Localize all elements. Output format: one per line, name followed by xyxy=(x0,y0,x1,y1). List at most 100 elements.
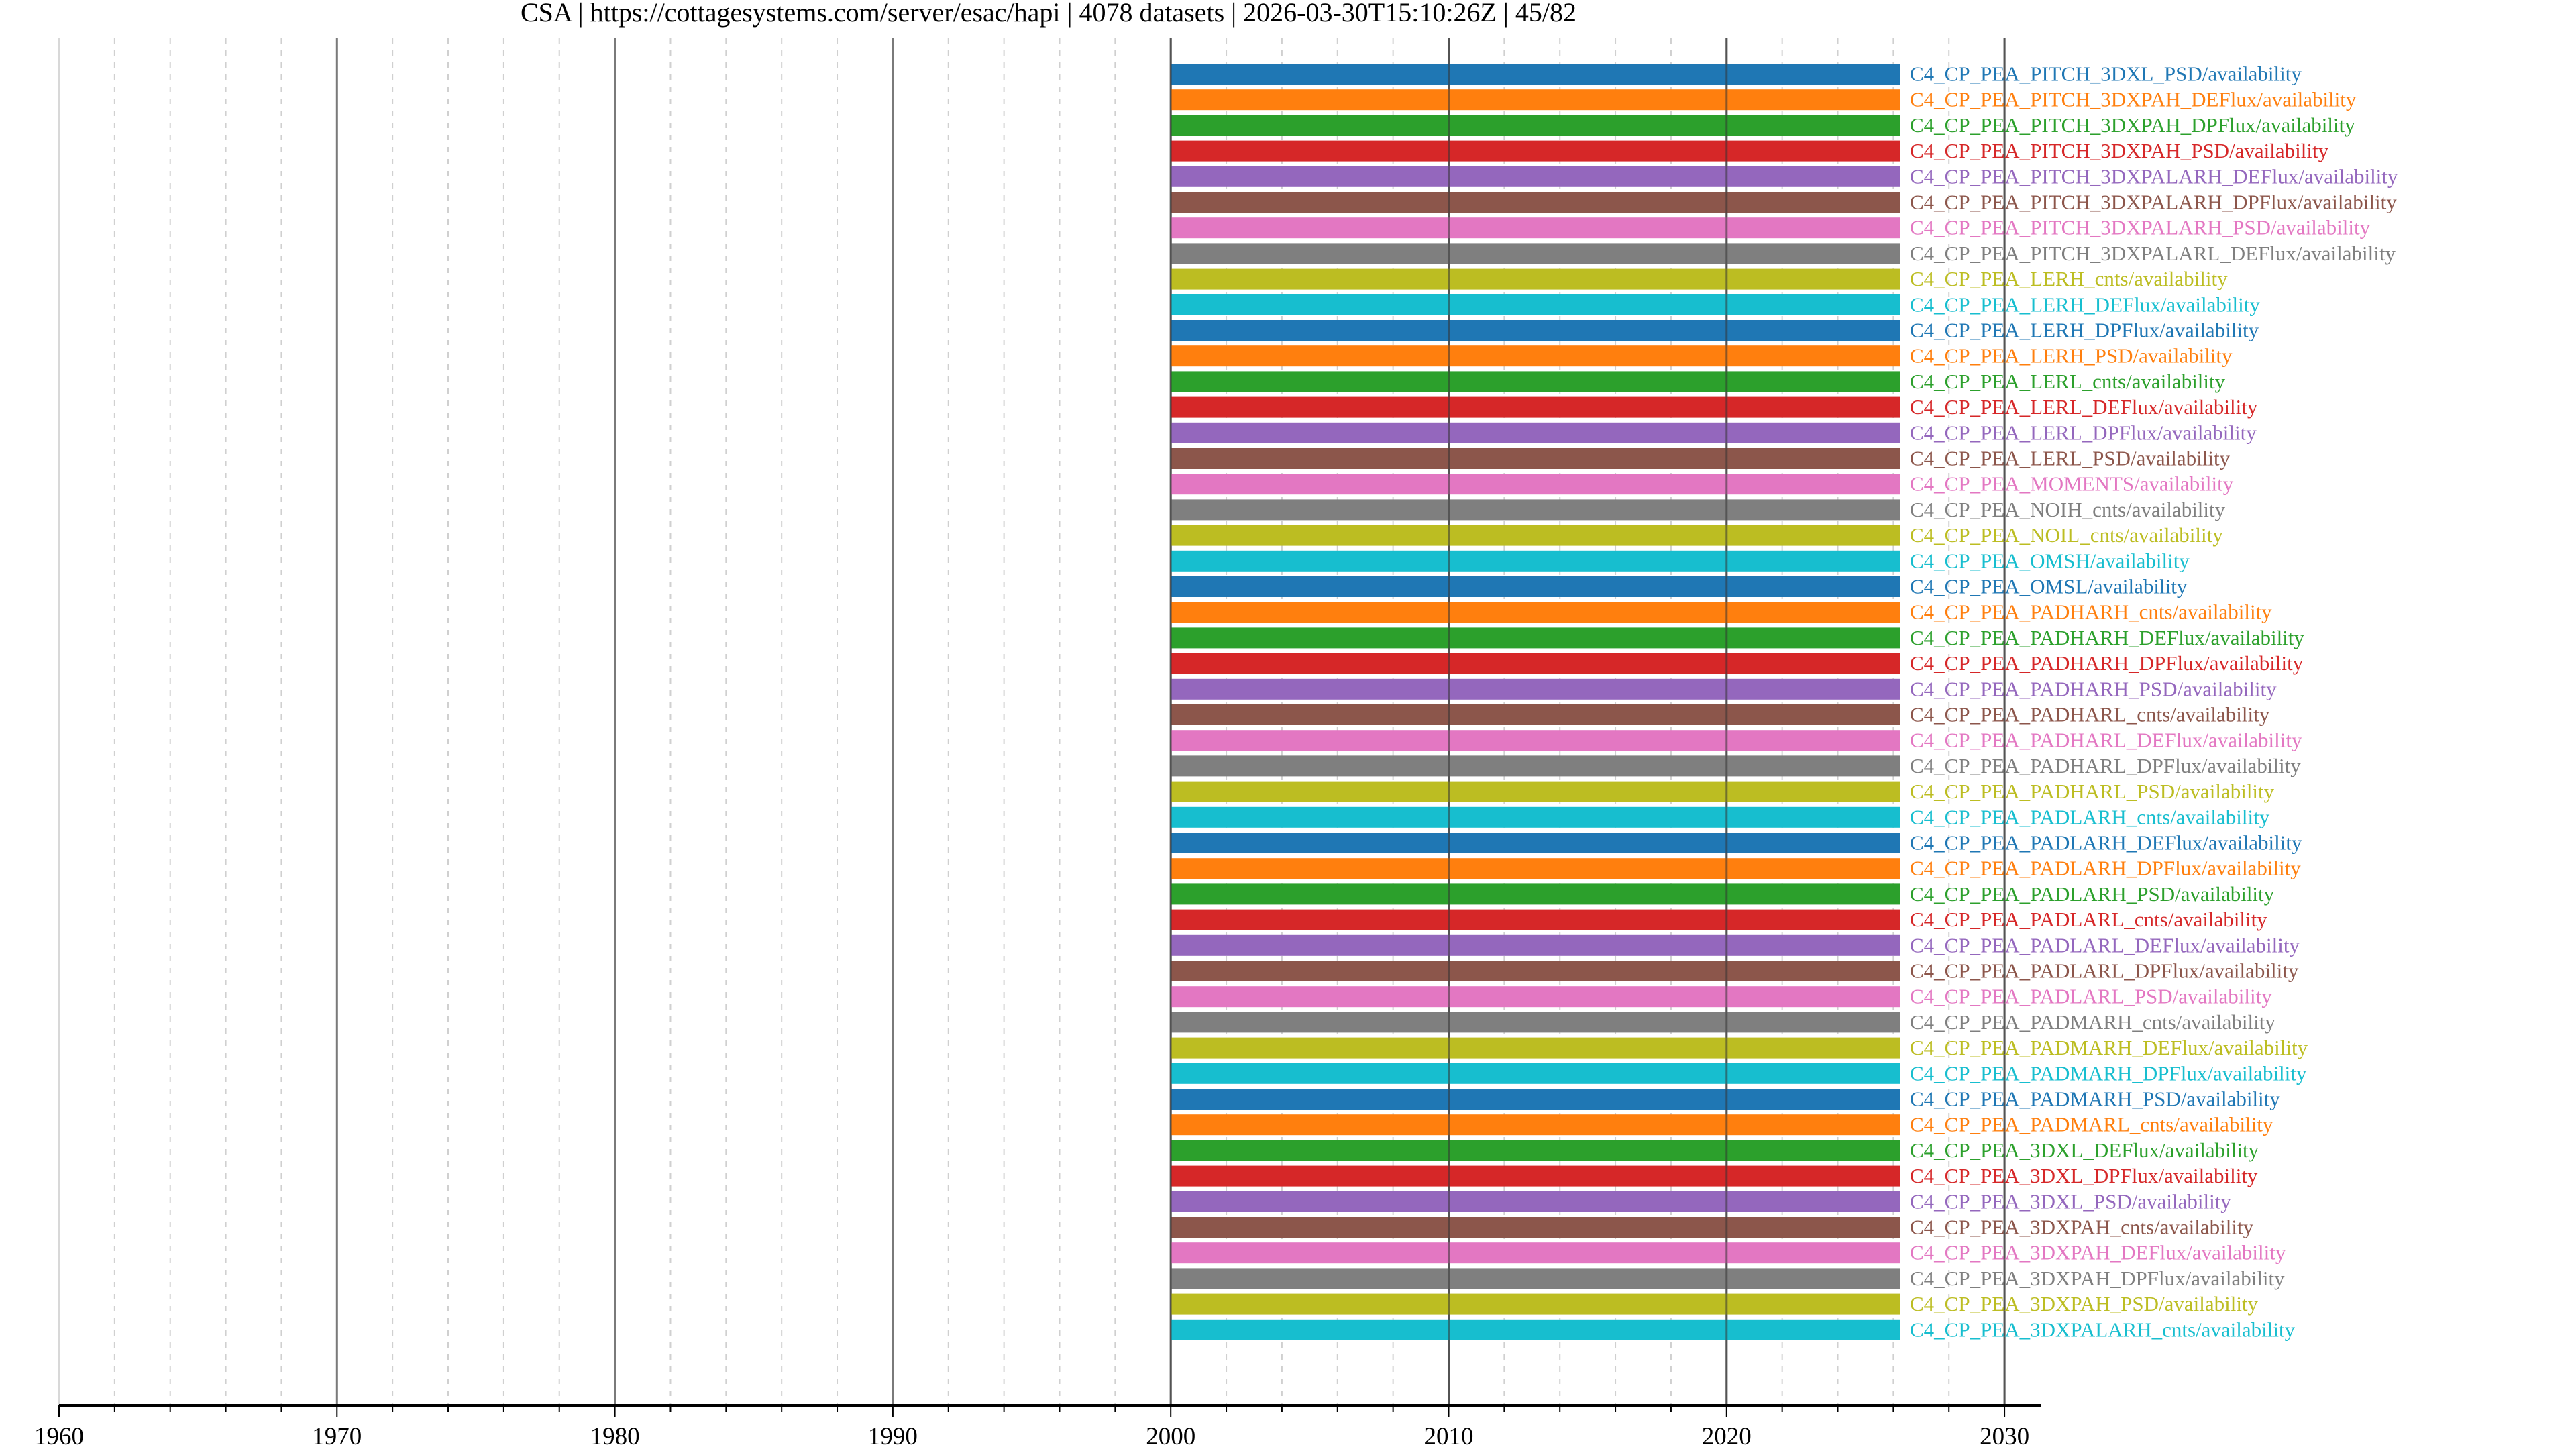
availability-bar xyxy=(1171,986,1900,1008)
availability-bar xyxy=(1171,525,1900,546)
series-label: C4_CP_PEA_LERL_cnts/availability xyxy=(1910,370,2226,393)
series-label: C4_CP_PEA_PADLARL_DPFlux/availability xyxy=(1910,959,2299,983)
availability-bar xyxy=(1171,115,1900,136)
x-axis: 1960 1970 1980 1990 2000 2010 2020 2030 xyxy=(34,1404,2041,1449)
series-label: C4_CP_PEA_PADMARH_PSD/availability xyxy=(1910,1087,2280,1111)
series-label: C4_CP_PEA_3DXPAH_DPFlux/availability xyxy=(1910,1267,2285,1290)
availability-bar xyxy=(1171,1114,1900,1136)
availability-bar xyxy=(1171,1217,1900,1238)
series-label: C4_CP_PEA_LERL_PSD/availability xyxy=(1910,447,2231,470)
series-label: C4_CP_PEA_PADHARL_DEFlux/availability xyxy=(1910,729,2302,752)
availability-bar xyxy=(1171,396,1900,418)
availability-bar xyxy=(1171,755,1900,777)
availability-bar xyxy=(1171,499,1900,521)
series-label: C4_CP_PEA_PADMARH_DEFlux/availability xyxy=(1910,1036,2308,1059)
series-label: C4_CP_PEA_3DXL_PSD/availability xyxy=(1910,1189,2231,1213)
series-label: C4_CP_PEA_PADHARL_cnts/availability xyxy=(1910,703,2270,727)
availability-bar xyxy=(1171,833,1900,853)
series-label: C4_CP_PEA_PADLARH_cnts/availability xyxy=(1910,805,2270,828)
availability-bar xyxy=(1171,806,1900,828)
series-label: C4_CP_PEA_NOIH_cnts/availability xyxy=(1910,498,2226,521)
availability-bar xyxy=(1171,653,1900,674)
x-tick-label: 1990 xyxy=(868,1423,918,1449)
series-label: C4_CP_PEA_PADLARH_DPFlux/availability xyxy=(1910,857,2301,880)
availability-bar xyxy=(1171,268,1900,290)
series-label: C4_CP_PEA_PADLARL_cnts/availability xyxy=(1910,908,2267,931)
availability-bar xyxy=(1171,320,1900,341)
x-tick-label: 2010 xyxy=(1424,1423,1474,1449)
series-label: C4_CP_PEA_PITCH_3DXPAH_PSD/availability xyxy=(1910,139,2329,162)
availability-bar xyxy=(1171,602,1900,623)
availability-bar xyxy=(1171,576,1900,597)
series-label: C4_CP_PEA_PADMARL_cnts/availability xyxy=(1910,1113,2273,1136)
series-label: C4_CP_PEA_PADHARL_DPFlux/availability xyxy=(1910,754,2301,777)
series-label: C4_CP_PEA_PITCH_3DXPAH_DPFlux/availabili… xyxy=(1910,113,2355,137)
availability-bar xyxy=(1171,1268,1900,1289)
availability-bar xyxy=(1171,704,1900,725)
series-label: C4_CP_PEA_3DXL_DEFlux/availability xyxy=(1910,1138,2259,1162)
series-label: C4_CP_PEA_LERH_PSD/availability xyxy=(1910,344,2233,368)
x-tick-label: 1960 xyxy=(34,1423,84,1449)
availability-bar xyxy=(1171,1191,1900,1212)
series-label: C4_CP_PEA_PADHARH_DPFlux/availability xyxy=(1910,651,2304,675)
x-tick-label: 2030 xyxy=(1980,1423,2029,1449)
series-label: C4_CP_PEA_PADLARL_DEFlux/availability xyxy=(1910,933,2300,957)
availability-bar xyxy=(1171,781,1900,802)
bars xyxy=(1169,38,2006,1405)
availability-bar xyxy=(1171,371,1900,392)
series-label: C4_CP_PEA_LERH_DPFlux/availability xyxy=(1910,319,2259,342)
availability-bar xyxy=(1171,730,1900,751)
series-label: C4_CP_PEA_LERH_cnts/availability xyxy=(1910,267,2228,290)
availability-bar xyxy=(1171,243,1900,264)
series-label: C4_CP_PEA_PADHARH_DEFlux/availability xyxy=(1910,626,2304,649)
series-label: C4_CP_PEA_3DXL_DPFlux/availability xyxy=(1910,1164,2258,1187)
availability-bar xyxy=(1171,934,1900,956)
availability-bar xyxy=(1171,883,1900,905)
availability-bar xyxy=(1171,627,1900,649)
series-label: C4_CP_PEA_PADLARH_DEFlux/availability xyxy=(1910,831,2302,855)
series-label: C4_CP_PEA_PITCH_3DXL_PSD/availability xyxy=(1910,62,2302,86)
series-label: C4_CP_PEA_PADMARH_cnts/availability xyxy=(1910,1010,2275,1034)
availability-bar xyxy=(1171,1293,1900,1315)
x-tick-label: 1970 xyxy=(312,1423,362,1449)
series-label: C4_CP_PEA_PITCH_3DXPAH_DEFlux/availabili… xyxy=(1910,88,2357,111)
availability-bar xyxy=(1171,474,1900,495)
series-label: C4_CP_PEA_OMSH/availability xyxy=(1910,549,2190,572)
series-label: C4_CP_PEA_OMSL/availability xyxy=(1910,575,2188,598)
availability-bar xyxy=(1171,64,1900,85)
availability-bar xyxy=(1171,345,1900,367)
availability-bar xyxy=(1171,1037,1900,1059)
series-label: C4_CP_PEA_PADHARH_cnts/availability xyxy=(1910,600,2272,624)
series-label: C4_CP_PEA_3DXPALARH_cnts/availability xyxy=(1910,1318,2296,1341)
availability-bar xyxy=(1171,89,1900,111)
x-tick-label: 2000 xyxy=(1146,1423,1195,1449)
series-label: C4_CP_PEA_3DXPAH_cnts/availability xyxy=(1910,1216,2254,1239)
availability-bar xyxy=(1171,166,1900,187)
x-tick-label: 1980 xyxy=(590,1423,640,1449)
availability-bar xyxy=(1171,909,1900,930)
availability-bar xyxy=(1171,422,1900,443)
series-label: C4_CP_PEA_PITCH_3DXPALARL_DEFlux/availab… xyxy=(1910,241,2396,265)
series-label: C4_CP_PEA_3DXPAH_PSD/availability xyxy=(1910,1292,2259,1316)
series-label: C4_CP_PEA_PADLARL_PSD/availability xyxy=(1910,985,2272,1008)
series-label: C4_CP_PEA_PITCH_3DXPALARH_DEFlux/availab… xyxy=(1910,164,2398,188)
series-label: C4_CP_PEA_PADHARH_PSD/availability xyxy=(1910,677,2277,700)
availability-bar xyxy=(1171,550,1900,572)
availability-bar xyxy=(1171,1165,1900,1187)
chart-title: CSA | https://cottagesystems.com/server/… xyxy=(521,0,1576,28)
series-label: C4_CP_PEA_3DXPAH_DEFlux/availability xyxy=(1910,1241,2286,1265)
availability-bar xyxy=(1171,192,1900,213)
availability-bar xyxy=(1171,1319,1900,1340)
series-labels: C4_CP_PEA_PITCH_3DXL_PSD/availabilityC4_… xyxy=(1910,62,2398,1342)
availability-bar xyxy=(1171,140,1900,162)
series-label: C4_CP_PEA_NOIL_cnts/availability xyxy=(1910,523,2223,547)
availability-bar xyxy=(1171,1140,1900,1161)
series-label: C4_CP_PEA_MOMENTS/availability xyxy=(1910,472,2234,496)
availability-bar xyxy=(1171,678,1900,700)
series-label: C4_CP_PEA_PITCH_3DXPALARH_PSD/availabili… xyxy=(1910,216,2371,239)
availability-bar xyxy=(1171,1012,1900,1033)
availability-bar xyxy=(1171,1242,1900,1264)
series-label: C4_CP_PEA_LERL_DEFlux/availability xyxy=(1910,395,2258,419)
availability-bar xyxy=(1171,1063,1900,1084)
